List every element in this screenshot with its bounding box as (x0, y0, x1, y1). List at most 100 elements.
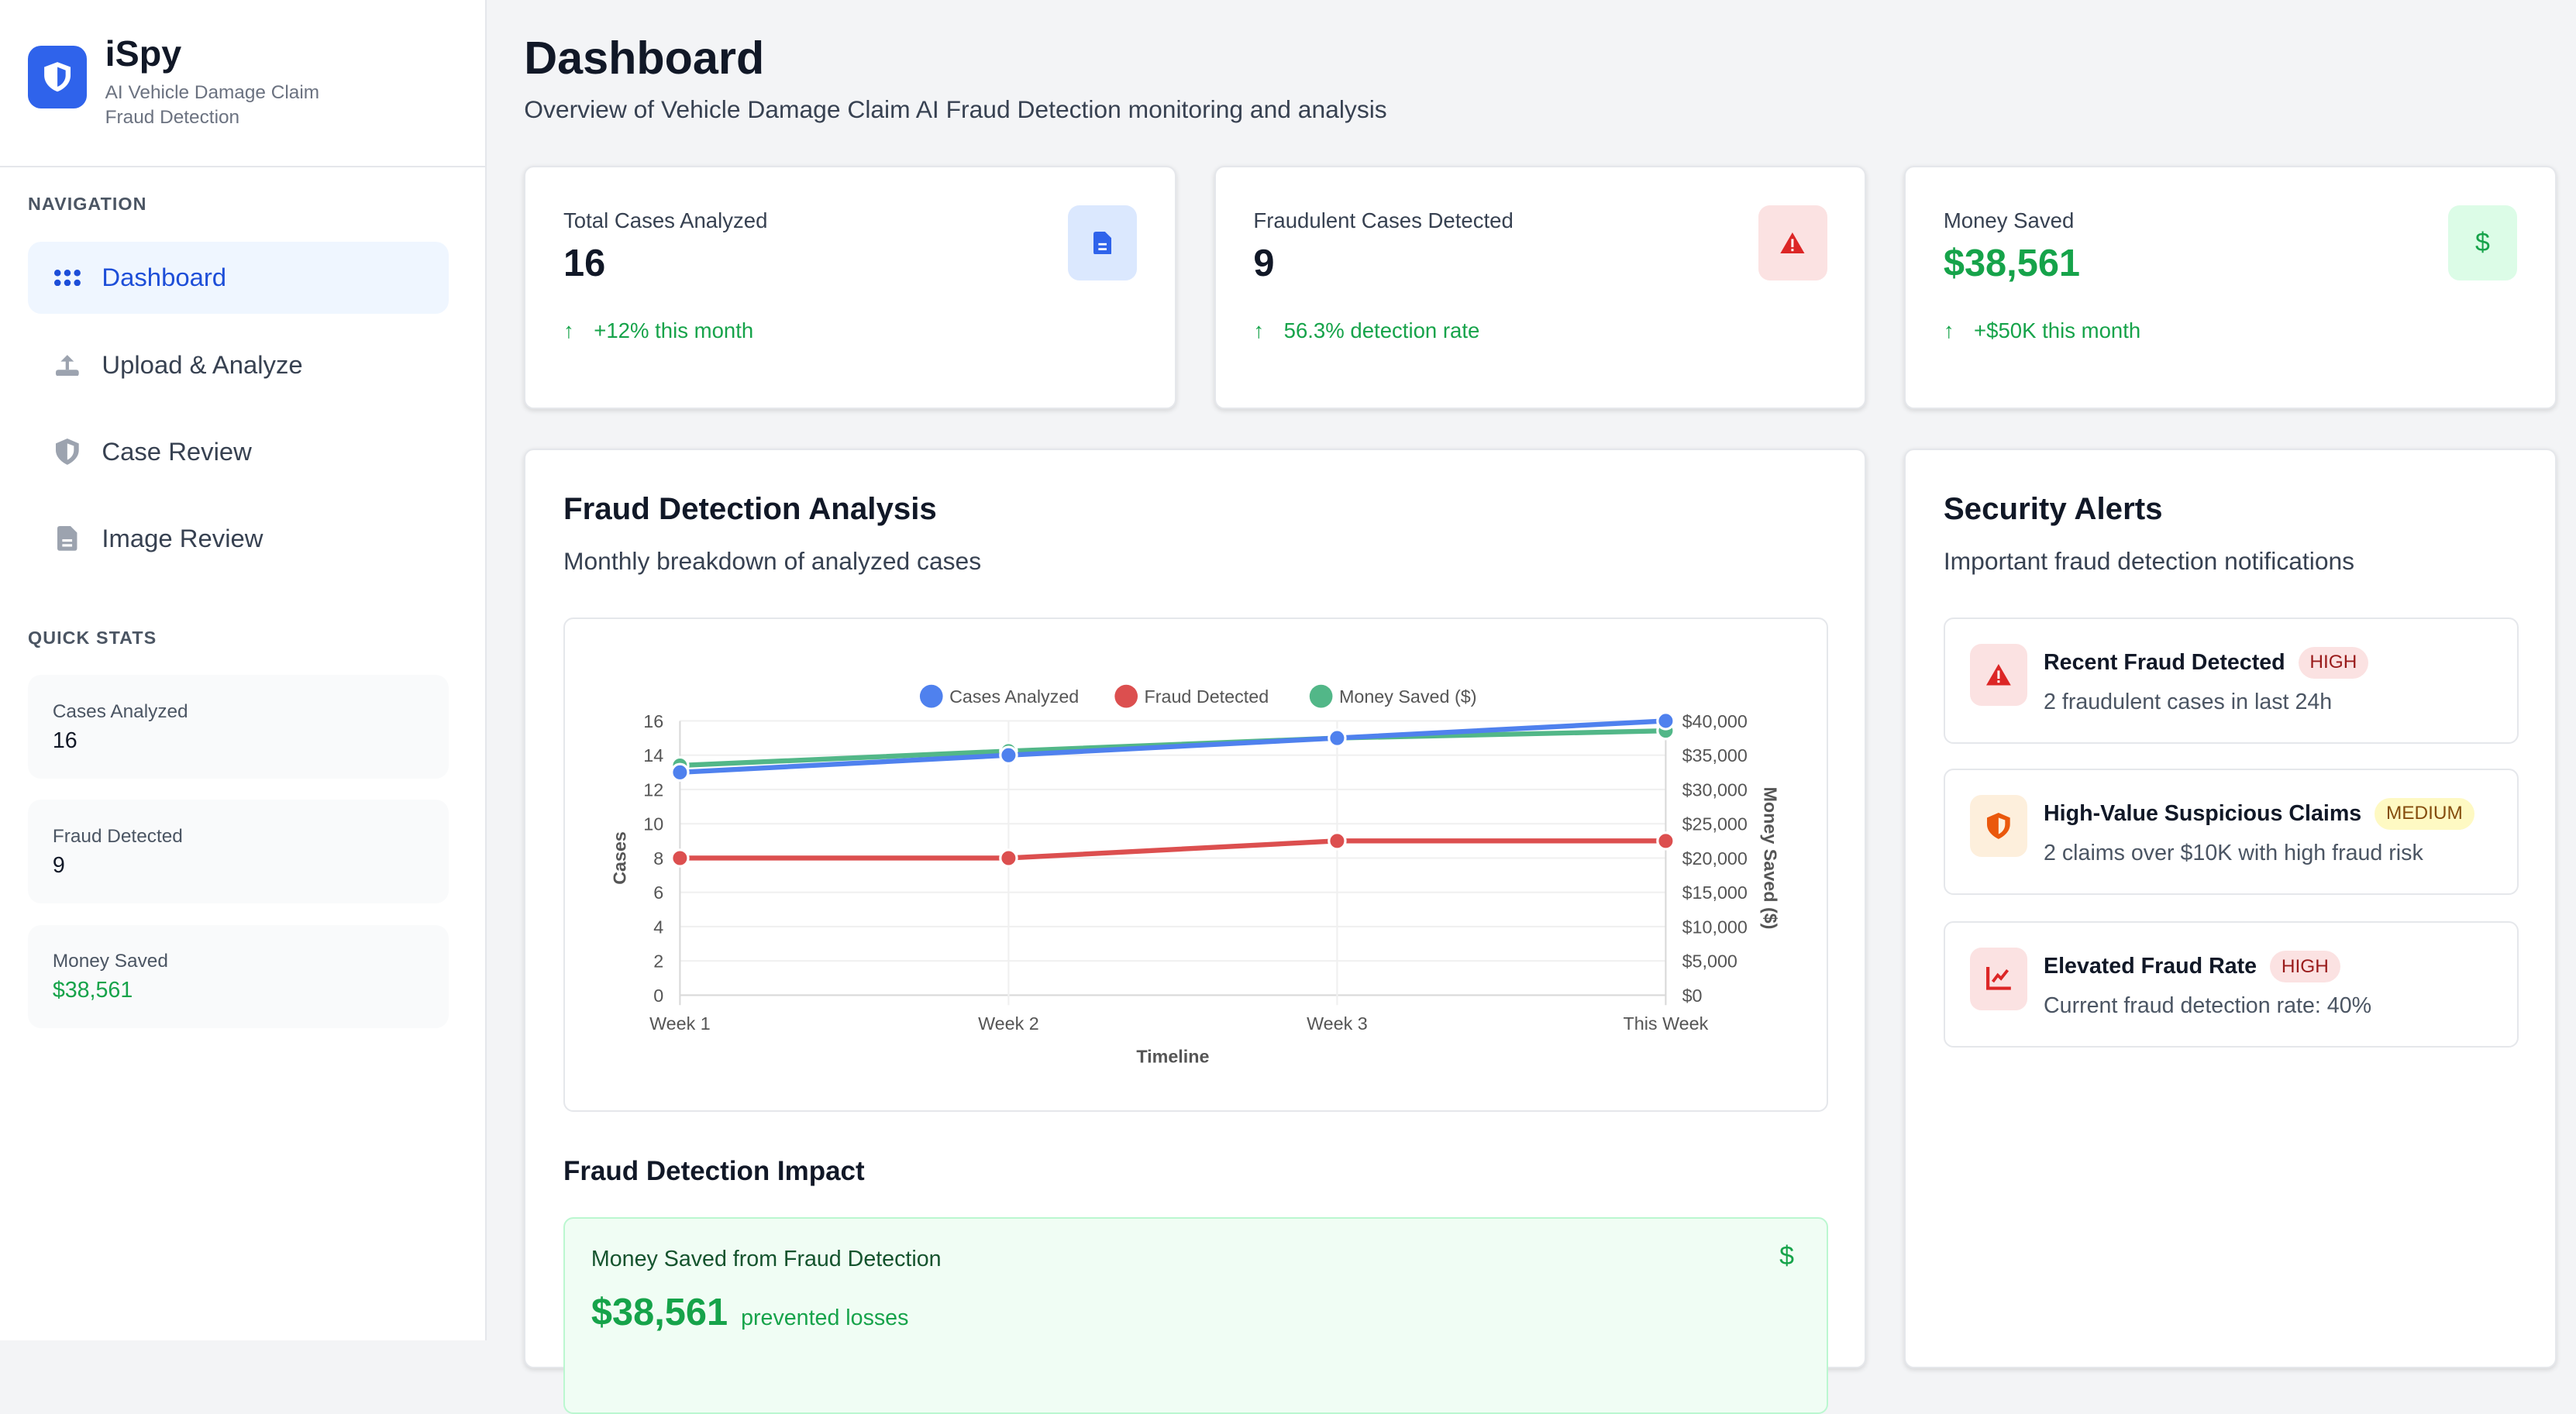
quick-stat-money: Money Saved $38,561 (28, 924, 449, 1029)
quick-stat-value: 9 (52, 852, 65, 878)
line-chart: 0 2 4 6 8 10 12 14 16 $0 $5,000 $10,000 $15,000 $20,0… (609, 684, 1781, 1066)
alert-item[interactable]: Recent Fraud Detected HIGH 2 fraudulent c… (1943, 617, 2519, 745)
sidebar-item-upload[interactable]: Upload & Analyze (28, 329, 449, 401)
x-tick-label: Week 2 (978, 1013, 1039, 1034)
alert-title: Recent Fraud Detected (2044, 649, 2285, 675)
x-axis-title: Timeline (1136, 1046, 1209, 1066)
severity-badge: HIGH (2270, 951, 2340, 982)
y-tick-label: 4 (653, 917, 663, 937)
impact-value-row: $38,561 prevented losses (591, 1291, 908, 1334)
stat-trend-text: 56.3% detection rate (1283, 318, 1480, 343)
data-point (999, 745, 1018, 765)
divider (0, 166, 487, 168)
arrow-up-icon: ↑ (563, 318, 574, 343)
quick-stat-label: Money Saved (52, 951, 168, 972)
arrow-up-icon: ↑ (1253, 318, 1265, 343)
sidebar-item-image-review[interactable]: Image Review (28, 503, 449, 575)
nav-section-label: NAVIGATION (28, 194, 147, 215)
document-icon (54, 525, 81, 552)
y-tick-label: 6 (653, 882, 663, 903)
alert-title-row: Recent Fraud Detected HIGH (2044, 647, 2369, 679)
impact-title: Fraud Detection Impact (563, 1156, 865, 1187)
sidebar-item-label: Dashboard (102, 263, 227, 292)
quick-stat-cases: Cases Analyzed 16 (28, 675, 449, 779)
shield-icon (1969, 794, 2027, 858)
stat-card-fraudulent-cases: Fraudulent Cases Detected 9 ↑ 56.3% detec… (1214, 166, 1867, 409)
app-subtitle: AI Vehicle Damage Claim Fraud Detection (105, 81, 320, 128)
grid-icon (53, 264, 81, 291)
stat-trend: ↑ +$50K this month (1944, 318, 2140, 343)
legend-label: Fraud Detected (1145, 686, 1269, 707)
stat-trend: ↑ +12% this month (563, 318, 753, 343)
data-point (670, 848, 690, 868)
data-point (1656, 831, 1675, 851)
severity-badge: HIGH (2298, 647, 2369, 679)
y2-tick-label: $5,000 (1682, 951, 1737, 972)
y2-tick-label: $40,000 (1682, 711, 1748, 731)
impact-value: $38,561 (591, 1292, 728, 1334)
series-line (680, 718, 1666, 775)
quick-stat-label: Fraud Detected (52, 826, 183, 848)
impact-box: Money Saved from Fraud Detection $ $38,5… (563, 1216, 1829, 1414)
y-tick-label: 0 (653, 986, 663, 1006)
chart-container: 0 2 4 6 8 10 12 14 16 $0 $5,000 $10,000 $15,000 $20,0… (563, 617, 1829, 1113)
page-subtitle: Overview of Vehicle Damage Claim AI Frau… (524, 95, 1387, 123)
dollar-icon: $ (2447, 205, 2517, 281)
alert-item[interactable]: High-Value Suspicious Claims MEDIUM 2 cla… (1943, 769, 2519, 896)
y2-tick-label: $30,000 (1682, 779, 1748, 800)
legend-label: Cases Analyzed (949, 686, 1079, 707)
legend-marker (1309, 684, 1333, 708)
legend-marker (1114, 684, 1138, 708)
fraud-analysis-card: Fraud Detection Analysis Monthly breakdo… (524, 448, 1867, 1414)
x-tick-label: Week 1 (649, 1013, 711, 1034)
stat-trend-text: +12% this month (594, 318, 754, 343)
stat-value: 9 (1253, 242, 1275, 284)
y2-tick-label: $35,000 (1682, 745, 1748, 765)
section-title: Security Alerts (1943, 490, 2163, 526)
page-title: Dashboard (524, 32, 765, 84)
impact-label: Money Saved from Fraud Detection (591, 1246, 942, 1271)
data-point (1328, 831, 1347, 851)
x-tick-label: Week 3 (1307, 1013, 1368, 1034)
sidebar-item-label: Case Review (102, 436, 252, 466)
alert-title: High-Value Suspicious Claims (2044, 800, 2362, 826)
quick-stats-label: QUICK STATS (28, 627, 157, 648)
stat-trend: ↑ 56.3% detection rate (1253, 318, 1479, 343)
sidebar-item-label: Image Review (102, 524, 263, 553)
legend-label: Money Saved ($) (1339, 686, 1477, 707)
data-point (1328, 728, 1347, 748)
data-point (670, 762, 690, 782)
stat-card-total-cases: Total Cases Analyzed 16 ↑ +12% this month (524, 166, 1176, 409)
x-tick-label: This Week (1624, 1013, 1709, 1034)
severity-badge: MEDIUM (2375, 798, 2474, 830)
stat-card-money-saved: Money Saved $38,561 ↑ +$50K this month $ (1904, 166, 2557, 409)
trend-chart-icon (1969, 947, 2027, 1010)
sidebar-item-case-review[interactable]: Case Review (28, 415, 449, 487)
app-logo (28, 46, 88, 108)
stat-value: 16 (563, 242, 606, 284)
y-tick-label: 8 (653, 848, 663, 869)
legend-marker (919, 684, 943, 708)
y-axis-title: Cases (609, 831, 629, 885)
quick-stat-fraud: Fraud Detected 9 (28, 800, 449, 903)
stat-label: Total Cases Analyzed (563, 208, 768, 233)
upload-icon (54, 352, 81, 378)
security-alerts-card: Security Alerts Important fraud detectio… (1904, 448, 2557, 1368)
alert-description: 2 claims over $10K with high fraud risk (2044, 841, 2423, 866)
y2-tick-label: $20,000 (1682, 848, 1748, 869)
y-tick-label: 12 (643, 779, 663, 800)
sidebar: iSpy AI Vehicle Damage Claim Fraud Detec… (0, 0, 487, 1340)
y2-axis-title: Money Saved ($) (1761, 786, 1781, 929)
warning-icon (1969, 643, 2027, 707)
y-tick-label: 10 (643, 814, 663, 834)
quick-stat-label: Cases Analyzed (52, 701, 188, 723)
alert-item[interactable]: Elevated Fraud Rate HIGH Current fraud de… (1943, 921, 2519, 1048)
y-tick-label: 14 (643, 745, 663, 765)
section-subtitle: Important fraud detection notifications (1943, 546, 2355, 575)
y2-tick-label: $0 (1682, 986, 1703, 1006)
shield-icon (54, 439, 81, 465)
alert-description: Current fraud detection rate: 40% (2044, 993, 2372, 1019)
stat-trend-text: +$50K this month (1974, 318, 2141, 343)
sidebar-item-dashboard[interactable]: Dashboard (28, 241, 449, 314)
quick-stat-value: 16 (52, 728, 77, 753)
